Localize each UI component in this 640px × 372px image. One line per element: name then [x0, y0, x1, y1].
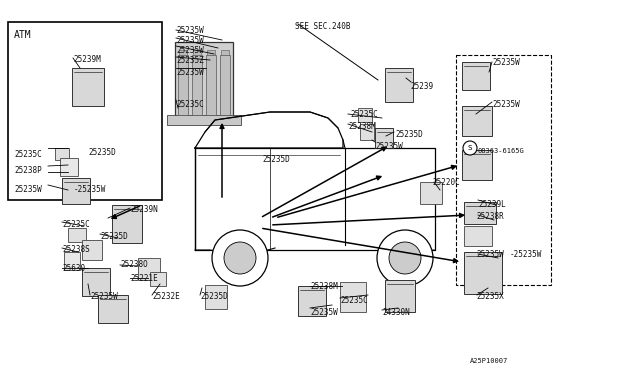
Bar — [375, 128, 393, 148]
Bar — [55, 148, 69, 160]
Text: 25235C: 25235C — [14, 150, 42, 159]
Text: 25235C: 25235C — [350, 110, 378, 119]
Bar — [150, 272, 166, 286]
Text: 25235W: 25235W — [176, 26, 204, 35]
Bar — [82, 240, 102, 260]
Bar — [464, 202, 496, 224]
Text: 25235W: 25235W — [375, 142, 403, 151]
Circle shape — [212, 230, 268, 286]
Bar — [192, 55, 202, 115]
Text: 25235W: 25235W — [310, 308, 338, 317]
Bar — [420, 182, 442, 204]
Bar — [360, 124, 374, 140]
Bar — [207, 50, 215, 55]
Text: 25235W: 25235W — [492, 58, 520, 67]
Text: 25235W: 25235W — [176, 68, 204, 77]
Text: 25239M: 25239M — [73, 55, 100, 64]
Bar — [98, 295, 128, 323]
Text: 24330N: 24330N — [382, 308, 410, 317]
Circle shape — [224, 242, 256, 274]
Circle shape — [463, 141, 477, 155]
Bar — [462, 62, 490, 90]
Text: -25235W: -25235W — [510, 250, 542, 259]
Text: 25235C: 25235C — [340, 296, 368, 305]
Text: 25232E: 25232E — [152, 292, 180, 301]
Text: 25235W: 25235W — [90, 292, 118, 301]
Text: S: S — [468, 145, 472, 151]
Text: 25220C: 25220C — [432, 178, 460, 187]
Text: ATM: ATM — [14, 30, 31, 40]
Bar — [178, 55, 188, 115]
Text: 25238M: 25238M — [348, 122, 376, 131]
Text: 25235W: 25235W — [476, 250, 504, 259]
Text: 25235D: 25235D — [395, 130, 423, 139]
Bar — [138, 258, 160, 280]
Text: 25235D: 25235D — [100, 232, 128, 241]
Bar — [175, 42, 233, 120]
Bar — [72, 68, 104, 106]
Text: -25235W: -25235W — [74, 185, 106, 194]
Text: 25235W: 25235W — [176, 36, 204, 45]
Text: 08363-6165G: 08363-6165G — [477, 148, 524, 154]
Text: 25238M: 25238M — [310, 282, 338, 291]
Text: 25235W: 25235W — [176, 46, 204, 55]
Bar — [385, 68, 413, 102]
Text: 25235Z: 25235Z — [176, 56, 204, 65]
Bar — [82, 268, 110, 296]
Text: SEE SEC.240B: SEE SEC.240B — [295, 22, 351, 31]
Bar — [62, 178, 90, 204]
Text: 25239L: 25239L — [478, 200, 506, 209]
Bar — [221, 50, 229, 55]
Bar — [220, 55, 230, 115]
Text: 25239: 25239 — [410, 82, 433, 91]
Text: 25235C: 25235C — [176, 100, 204, 109]
Text: 25238R: 25238R — [476, 212, 504, 221]
Text: 25235X: 25235X — [476, 292, 504, 301]
Text: 25235D: 25235D — [200, 292, 228, 301]
Text: 25235W: 25235W — [492, 100, 520, 109]
Text: 25238P: 25238P — [14, 166, 42, 175]
Text: 25238S: 25238S — [62, 245, 90, 254]
Text: 25235W: 25235W — [14, 185, 42, 194]
Bar — [167, 115, 241, 125]
Bar — [68, 228, 86, 242]
Text: 25239N: 25239N — [130, 205, 157, 214]
Text: 25238O: 25238O — [120, 260, 148, 269]
Bar — [385, 280, 415, 312]
Bar — [8, 22, 162, 200]
Bar — [456, 55, 551, 285]
Text: 25235C: 25235C — [62, 220, 90, 229]
Text: 25221E: 25221E — [130, 274, 157, 283]
Bar — [464, 226, 492, 246]
Text: 25235D: 25235D — [88, 148, 116, 157]
Bar — [193, 50, 201, 55]
Text: 25235D: 25235D — [262, 155, 290, 164]
Bar — [205, 285, 227, 309]
Bar — [64, 252, 80, 270]
Bar — [464, 252, 502, 294]
Text: 25630: 25630 — [62, 264, 85, 273]
Text: A25P10007: A25P10007 — [470, 358, 508, 364]
Bar — [298, 286, 326, 316]
Circle shape — [389, 242, 421, 274]
Bar — [206, 55, 216, 115]
Bar — [462, 150, 492, 180]
Bar — [112, 205, 142, 243]
Bar — [60, 158, 78, 176]
Bar — [179, 50, 187, 55]
Bar — [462, 106, 492, 136]
Bar — [340, 282, 366, 312]
Circle shape — [377, 230, 433, 286]
Bar — [358, 108, 372, 122]
